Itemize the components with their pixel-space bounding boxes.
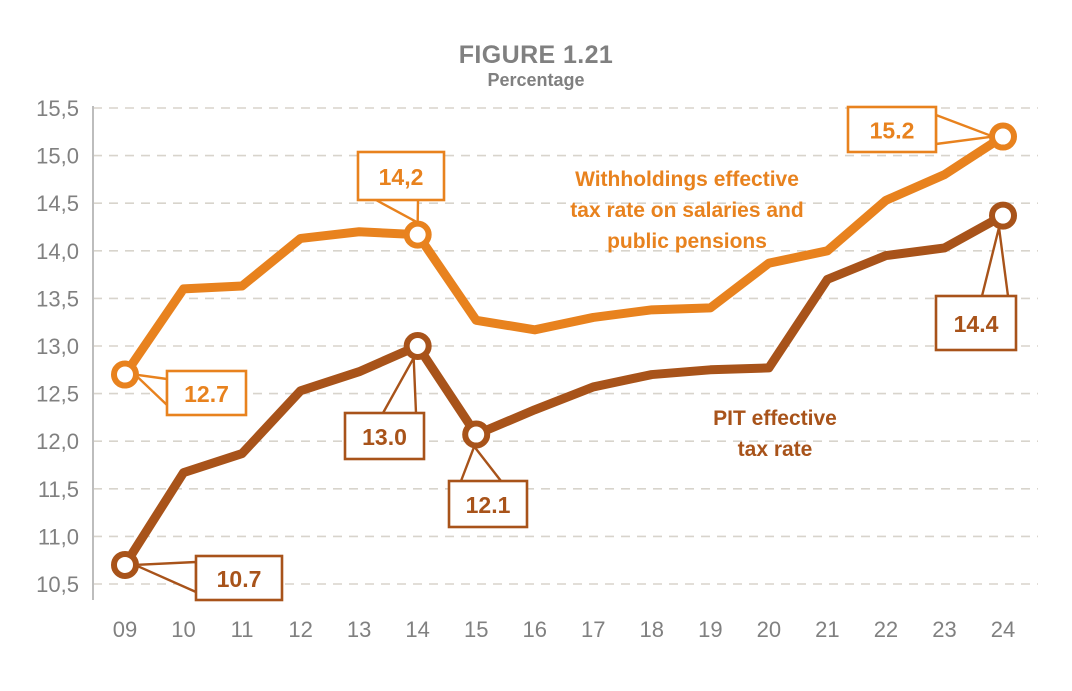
callout-box bbox=[447, 479, 529, 529]
x-axis-tick-label: 17 bbox=[581, 617, 605, 642]
y-axis-tick-label: 13,0 bbox=[36, 334, 79, 359]
callout-tail bbox=[134, 560, 198, 594]
callout-box bbox=[846, 105, 938, 154]
data-callout-p-2009: 10.7 bbox=[134, 554, 284, 602]
callout-tail bbox=[934, 113, 994, 146]
y-axis-tick-label: 12,5 bbox=[36, 382, 79, 407]
callout-value: 13.0 bbox=[362, 424, 407, 450]
data-point-marker-pit-09 bbox=[111, 550, 139, 579]
callout-box bbox=[194, 554, 284, 602]
x-axis-tick-label: 09 bbox=[113, 617, 137, 642]
data-callout-p-2024: 14.4 bbox=[934, 226, 1018, 352]
x-axis-tick-label: 20 bbox=[757, 617, 781, 642]
data-callouts: 12.7 14,2 15.2 10.7 13.0 12.1 14.4 bbox=[134, 105, 1018, 602]
data-callout-w-2009: 12.7 bbox=[134, 369, 248, 417]
callout-tail bbox=[381, 356, 418, 414]
callout-tail bbox=[459, 445, 502, 482]
withholdings-line bbox=[120, 132, 1008, 380]
callout-value: 12.7 bbox=[184, 381, 229, 407]
x-axis-tick-labels: 09 10 11 12 13 14 15 16 17 18 19 20 21 22 23 24 bbox=[113, 617, 1015, 642]
callout-value: 10.7 bbox=[217, 566, 262, 592]
series-lines bbox=[120, 132, 1008, 570]
y-axis-tick-label: 13,5 bbox=[36, 286, 79, 311]
y-axis-tick-labels: 15,5 15,0 14,5 14,0 13,5 13,0 12,5 12,0 11,5 11,0… bbox=[36, 96, 79, 597]
x-axis-tick-label: 13 bbox=[347, 617, 371, 642]
series-inline-labels: Withholdings effective tax rate on salari… bbox=[570, 168, 837, 461]
callout-value: 14,2 bbox=[379, 164, 424, 190]
y-axis-tick-label: 11,0 bbox=[38, 524, 79, 549]
x-axis-tick-label: 23 bbox=[932, 617, 956, 642]
data-point-marker-pit-14 bbox=[403, 332, 432, 360]
callout-tail bbox=[134, 373, 169, 407]
callout-box bbox=[356, 150, 446, 202]
data-callout-w-2024: 15.2 bbox=[846, 105, 994, 154]
callout-box bbox=[165, 369, 248, 417]
x-axis-tick-label: 16 bbox=[522, 617, 546, 642]
series-markers bbox=[111, 122, 1017, 579]
data-point-marker-pit-24 bbox=[989, 201, 1017, 230]
data-callout-p-2014: 13.0 bbox=[343, 356, 426, 461]
y-axis-tick-label: 11,5 bbox=[38, 477, 79, 502]
y-axis-tick-label: 15,5 bbox=[36, 96, 79, 121]
x-axis-tick-label: 15 bbox=[464, 617, 488, 642]
x-axis-tick-label: 21 bbox=[815, 617, 839, 642]
y-axis-tick-label: 15,0 bbox=[36, 144, 79, 169]
data-point-marker-withholdings-14 bbox=[403, 220, 432, 249]
data-callout-w-2014: 14,2 bbox=[356, 150, 446, 224]
series-label-withholdings: Withholdings effective tax rate on salari… bbox=[570, 168, 803, 253]
x-axis-tick-label: 11 bbox=[231, 617, 254, 642]
x-axis-tick-label: 24 bbox=[991, 617, 1015, 642]
y-axis-tick-label: 10,5 bbox=[36, 572, 79, 597]
callout-value: 12.1 bbox=[466, 492, 511, 518]
callout-box bbox=[934, 294, 1018, 352]
x-axis-tick-label: 18 bbox=[640, 617, 664, 642]
y-axis-tick-label: 14,5 bbox=[36, 191, 79, 216]
y-axis-tick-label: 14,0 bbox=[36, 239, 79, 264]
x-axis-tick-label: 14 bbox=[405, 617, 429, 642]
data-point-marker-withholdings-09 bbox=[111, 360, 139, 389]
callout-box bbox=[343, 411, 426, 461]
pit-line bbox=[120, 211, 1008, 570]
x-axis-tick-label: 12 bbox=[288, 617, 312, 642]
data-point-marker-withholdings-24 bbox=[989, 122, 1017, 151]
y-axis-tick-label: 12,0 bbox=[36, 429, 79, 454]
callout-tail bbox=[375, 198, 420, 224]
x-axis-tick-label: 22 bbox=[874, 617, 898, 642]
callout-tail bbox=[980, 226, 1010, 297]
series-label-pit: PIT effective tax rate bbox=[713, 407, 837, 461]
callout-value: 14.4 bbox=[954, 311, 999, 337]
callout-value: 15.2 bbox=[870, 118, 915, 144]
data-point-marker-pit-15 bbox=[462, 420, 491, 449]
gridlines bbox=[93, 107, 1038, 585]
x-axis-tick-label: 19 bbox=[698, 617, 722, 642]
x-axis-tick-label: 10 bbox=[171, 617, 195, 642]
data-callout-p-2015: 12.1 bbox=[447, 445, 529, 529]
